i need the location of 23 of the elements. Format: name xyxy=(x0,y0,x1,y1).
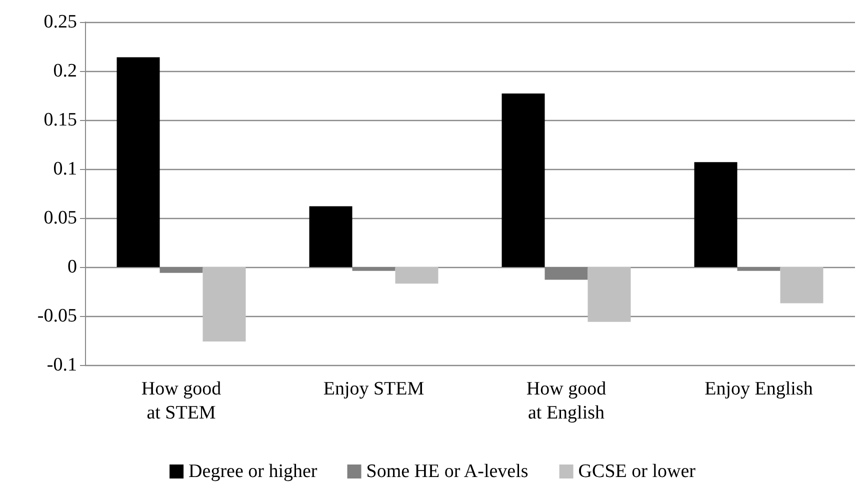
bar xyxy=(202,267,246,342)
x-tick-label: Enjoy English xyxy=(704,378,814,400)
y-tick-label: 0.1 xyxy=(53,158,77,180)
x-tick-label: How good at English xyxy=(526,378,607,424)
bar xyxy=(309,206,352,267)
y-tick-label: 0.15 xyxy=(44,110,77,130)
x-tick-label: Enjoy STEM xyxy=(323,378,424,400)
y-tick-label: 0.2 xyxy=(53,60,77,82)
y-tick-label: 0.05 xyxy=(44,208,77,228)
legend-label: Degree or higher xyxy=(188,461,318,482)
bar xyxy=(694,162,738,267)
bar xyxy=(780,267,824,304)
y-tick-label: -0.05 xyxy=(37,306,77,326)
legend-label: Some HE or A-levels xyxy=(366,461,528,482)
y-tick-label: 0.25 xyxy=(44,12,77,32)
y-tick-label: -0.1 xyxy=(46,354,77,376)
legend-label: GCSE or lower xyxy=(578,461,696,482)
x-tick-label: How good at STEM xyxy=(141,378,222,424)
bar xyxy=(588,267,631,322)
bar xyxy=(502,94,545,267)
bar xyxy=(395,267,438,284)
bar xyxy=(116,57,160,267)
y-tick-label: 0 xyxy=(68,256,77,278)
